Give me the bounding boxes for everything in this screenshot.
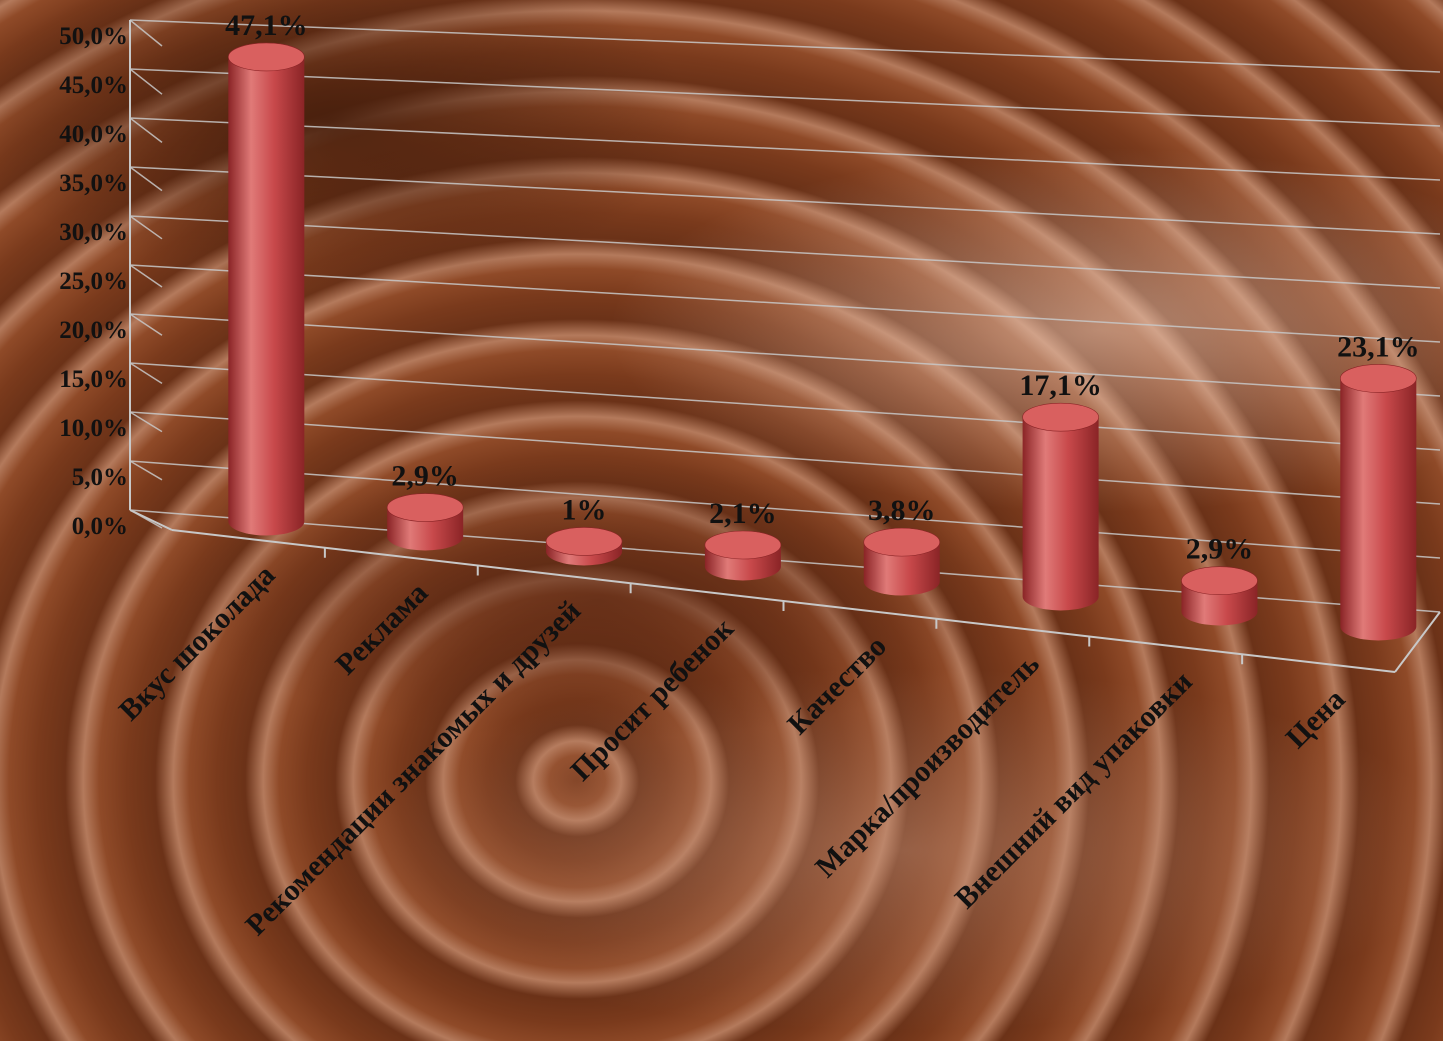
left-wall-gridline (129, 460, 163, 481)
gridline (129, 264, 1441, 343)
y-tick-label: 50,0% (59, 23, 128, 50)
labels-layer: 47,1% Вкус шоколада 2,9% Реклама 1% Рекоменда… (113, 9, 1420, 942)
bar (545, 527, 623, 566)
data-label: 2,1% (709, 497, 777, 530)
left-wall-gridline (129, 411, 163, 433)
y-tick-label: 15,0% (59, 366, 128, 393)
bar (863, 527, 941, 596)
bar (704, 530, 782, 581)
y-tick-label: 45,0% (59, 72, 128, 99)
grid-layer: 0,0% 5,0% 10,0% 15,0% 20,0% 25,0% 30,0% 35,0% 40… (59, 19, 1441, 613)
gridline (129, 166, 1441, 235)
gridline (129, 215, 1441, 289)
y-tick-label: 5,0% (72, 464, 128, 491)
bar-body (228, 56, 305, 536)
gridline (129, 19, 1441, 73)
x-category-label: Рекомендации знакомых и друзей (239, 594, 587, 942)
bar (1022, 402, 1099, 611)
x-category-label: Качество (781, 629, 893, 741)
left-wall-gridline (129, 68, 163, 95)
gridline (129, 411, 1441, 505)
y-tick-label: 35,0% (59, 170, 128, 197)
bar-body (1340, 378, 1417, 641)
x-category-label: Цена (1279, 683, 1351, 755)
data-label: 2,9% (391, 460, 459, 493)
y-tick-label: 30,0% (59, 219, 128, 246)
left-wall-gridline (129, 264, 163, 288)
data-label: 2,9% (1186, 533, 1254, 566)
bars-layer (228, 42, 1417, 641)
x-category-label: Реклама (329, 576, 434, 681)
bar-top (545, 527, 623, 556)
bar-top (386, 493, 464, 522)
y-tick-label: 0,0% (72, 513, 128, 540)
bar-top (228, 42, 305, 72)
gridline (129, 362, 1441, 451)
data-label: 3,8% (868, 494, 936, 527)
bar (1181, 566, 1258, 626)
y-tick-label: 25,0% (59, 268, 128, 295)
x-category-label: Просит ребенок (564, 611, 740, 787)
floor-left-edge (129, 509, 173, 531)
data-label: 23,1% (1337, 330, 1420, 363)
left-wall-gridline (129, 166, 163, 192)
y-tick-label: 20,0% (59, 317, 128, 344)
data-label: 17,1% (1019, 369, 1102, 402)
bar (228, 42, 305, 536)
gridline (129, 117, 1441, 181)
axis-layer (129, 20, 1441, 673)
data-label: 47,1% (225, 9, 308, 42)
y-tick-label: 10,0% (59, 415, 128, 442)
gridline (129, 313, 1441, 397)
bar-top (1181, 566, 1258, 596)
gridline (129, 460, 1441, 559)
bar-top (1022, 402, 1099, 432)
bar-top (863, 527, 941, 557)
left-wall-gridline (129, 19, 163, 47)
left-wall-gridline (129, 215, 163, 240)
bar-body (863, 542, 940, 596)
left-wall-gridline (129, 362, 163, 385)
bar-body (1022, 417, 1099, 611)
bar (386, 493, 464, 551)
x-category-label: Вкус шоколада (113, 558, 282, 727)
bar (1340, 364, 1417, 641)
gridline (129, 68, 1441, 127)
left-wall-gridline (129, 117, 163, 143)
bar-top (1340, 364, 1417, 393)
floor-right-edge (1394, 611, 1441, 673)
left-wall-gridline (129, 313, 163, 336)
bar-top (704, 530, 782, 560)
data-label: 1% (562, 493, 607, 526)
y-tick-label: 40,0% (59, 121, 128, 148)
